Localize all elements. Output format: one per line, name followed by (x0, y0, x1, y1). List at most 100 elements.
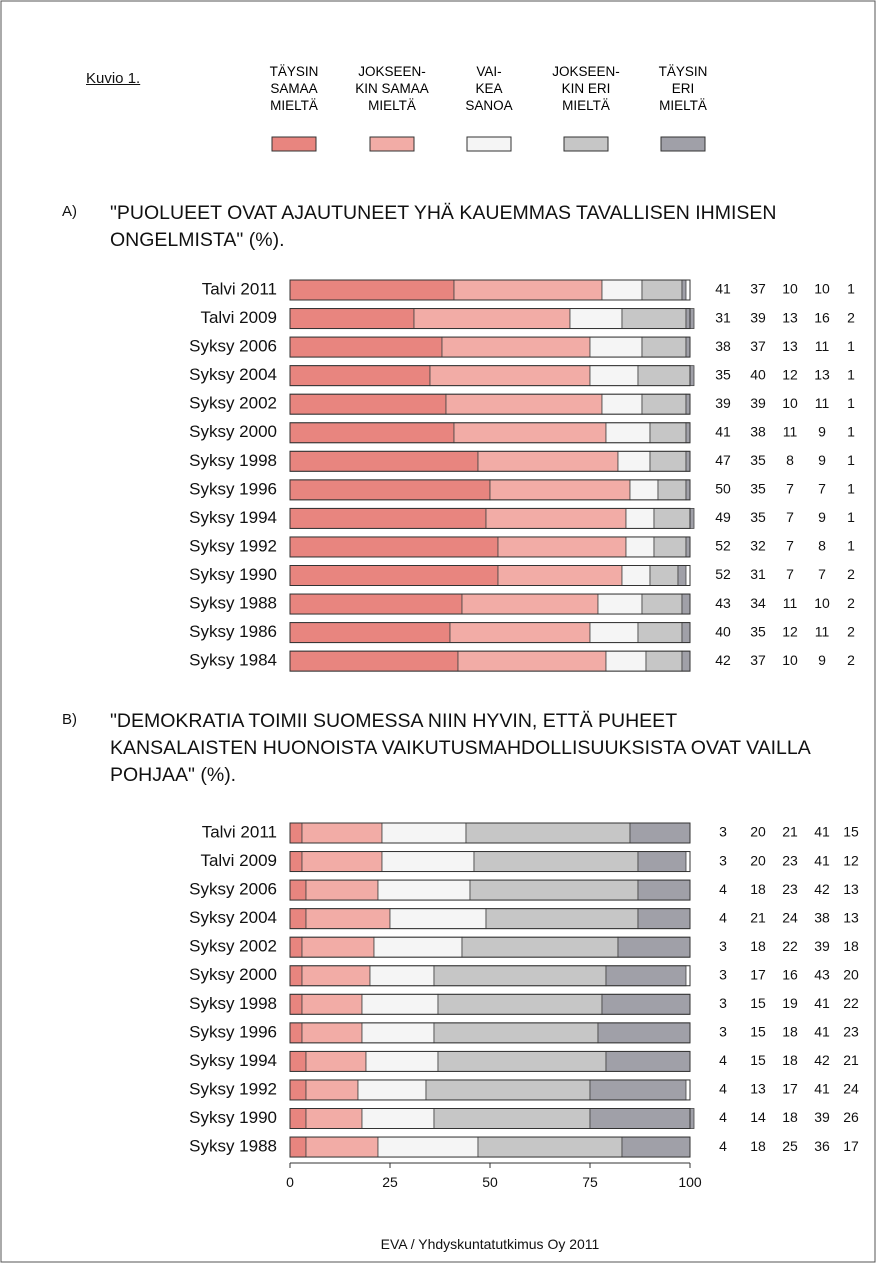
bar-segment (361, 993, 439, 1015)
bar-segment (289, 936, 303, 958)
value-label: 47 (715, 452, 731, 468)
category-label: Syksy 1996 (189, 479, 277, 498)
value-label: 3 (719, 852, 727, 868)
bar-segment (589, 1079, 687, 1101)
value-label: 15 (750, 995, 766, 1011)
value-label: 16 (814, 309, 830, 325)
bar-segment (289, 1108, 307, 1129)
bar-segment (289, 851, 303, 872)
bar-segment (377, 1136, 479, 1158)
value-label: 4 (719, 1109, 727, 1125)
bar-segment (289, 622, 451, 643)
footer: EVA / Yhdyskuntatutkimus Oy 2011 (380, 1236, 600, 1252)
category-label: Syksy 1994 (189, 508, 277, 527)
bar-outline (289, 822, 691, 844)
bar-segment (289, 479, 491, 501)
value-label: 52 (715, 538, 731, 554)
value-label: 7 (818, 481, 826, 497)
bar-segment (589, 365, 639, 387)
value-label: 2 (847, 652, 855, 668)
value-label: 40 (715, 623, 731, 639)
value-label: 39 (814, 938, 830, 954)
value-label: 15 (750, 1052, 766, 1068)
x-tick-label: 100 (678, 1174, 702, 1190)
value-label: 11 (815, 395, 830, 411)
value-label: 39 (715, 395, 731, 411)
value-label: 9 (818, 452, 826, 468)
value-label: 3 (719, 1024, 727, 1040)
value-label: 21 (843, 1052, 859, 1068)
bar-segment (301, 1022, 363, 1044)
value-label: 8 (818, 538, 826, 554)
value-label: 1 (847, 281, 855, 297)
bar-segment (685, 336, 691, 358)
value-label: 34 (750, 595, 766, 611)
x-tick-label: 75 (582, 1174, 598, 1190)
value-label: 24 (843, 1081, 859, 1097)
bar-segment (289, 507, 487, 529)
value-label: 10 (782, 395, 798, 411)
bar-segment (677, 565, 687, 586)
bar-segment (605, 965, 687, 987)
value-label: 3 (719, 824, 727, 840)
value-label: 10 (782, 281, 798, 297)
value-label: 1 (847, 452, 855, 468)
bar-segment (641, 279, 683, 301)
bar-segment (445, 393, 603, 415)
legend-swatch (466, 136, 512, 152)
value-label: 11 (783, 595, 798, 611)
value-label: 11 (815, 623, 830, 639)
value-label: 24 (782, 909, 798, 925)
value-label: 20 (843, 966, 859, 982)
bar-segment (601, 393, 643, 415)
bar-outline (289, 1079, 691, 1101)
bar-segment (681, 650, 691, 672)
bar-segment (305, 1051, 367, 1072)
bar-segment (289, 879, 307, 901)
bar-outline (289, 965, 691, 987)
x-tick-label: 25 (382, 1174, 398, 1190)
category-label: Talvi 2011 (202, 822, 277, 841)
bar-segment (637, 851, 687, 872)
bar-segment (621, 1136, 691, 1158)
bar-segment (289, 393, 447, 415)
bar-outline (289, 1022, 691, 1044)
bar-segment (453, 422, 607, 444)
value-label: 1 (847, 395, 855, 411)
value-label: 2 (847, 309, 855, 325)
value-label: 15 (750, 1024, 766, 1040)
bar-segment (649, 422, 687, 444)
bar-segment (429, 365, 591, 387)
bar-segment (625, 507, 655, 529)
legend-swatch (369, 136, 415, 152)
bar-segment (629, 822, 691, 844)
bar-segment (637, 879, 691, 901)
value-label: 18 (782, 1109, 798, 1125)
value-label: 32 (750, 538, 766, 554)
value-label: 20 (750, 852, 766, 868)
value-label: 35 (750, 481, 766, 497)
category-label: Syksy 1998 (189, 994, 277, 1013)
value-label: 4 (719, 1138, 727, 1154)
value-label: 2 (847, 623, 855, 639)
value-label: 38 (750, 423, 766, 439)
value-label: 3 (719, 995, 727, 1011)
value-label: 1 (847, 538, 855, 554)
bar-segment (621, 565, 651, 586)
bar-segment (681, 593, 691, 615)
value-label: 19 (782, 995, 798, 1011)
bar-segment (289, 593, 463, 615)
bar-outline (289, 479, 691, 501)
value-label: 4 (719, 1081, 727, 1097)
bar-segment (433, 965, 607, 987)
value-label: 18 (843, 938, 859, 954)
bar-segment (433, 1022, 599, 1044)
value-label: 23 (782, 881, 798, 897)
figure-label: Kuvio 1. (86, 70, 141, 87)
bar-segment (289, 1079, 307, 1101)
bar-segment (365, 1051, 439, 1072)
bar-outline (289, 622, 691, 644)
